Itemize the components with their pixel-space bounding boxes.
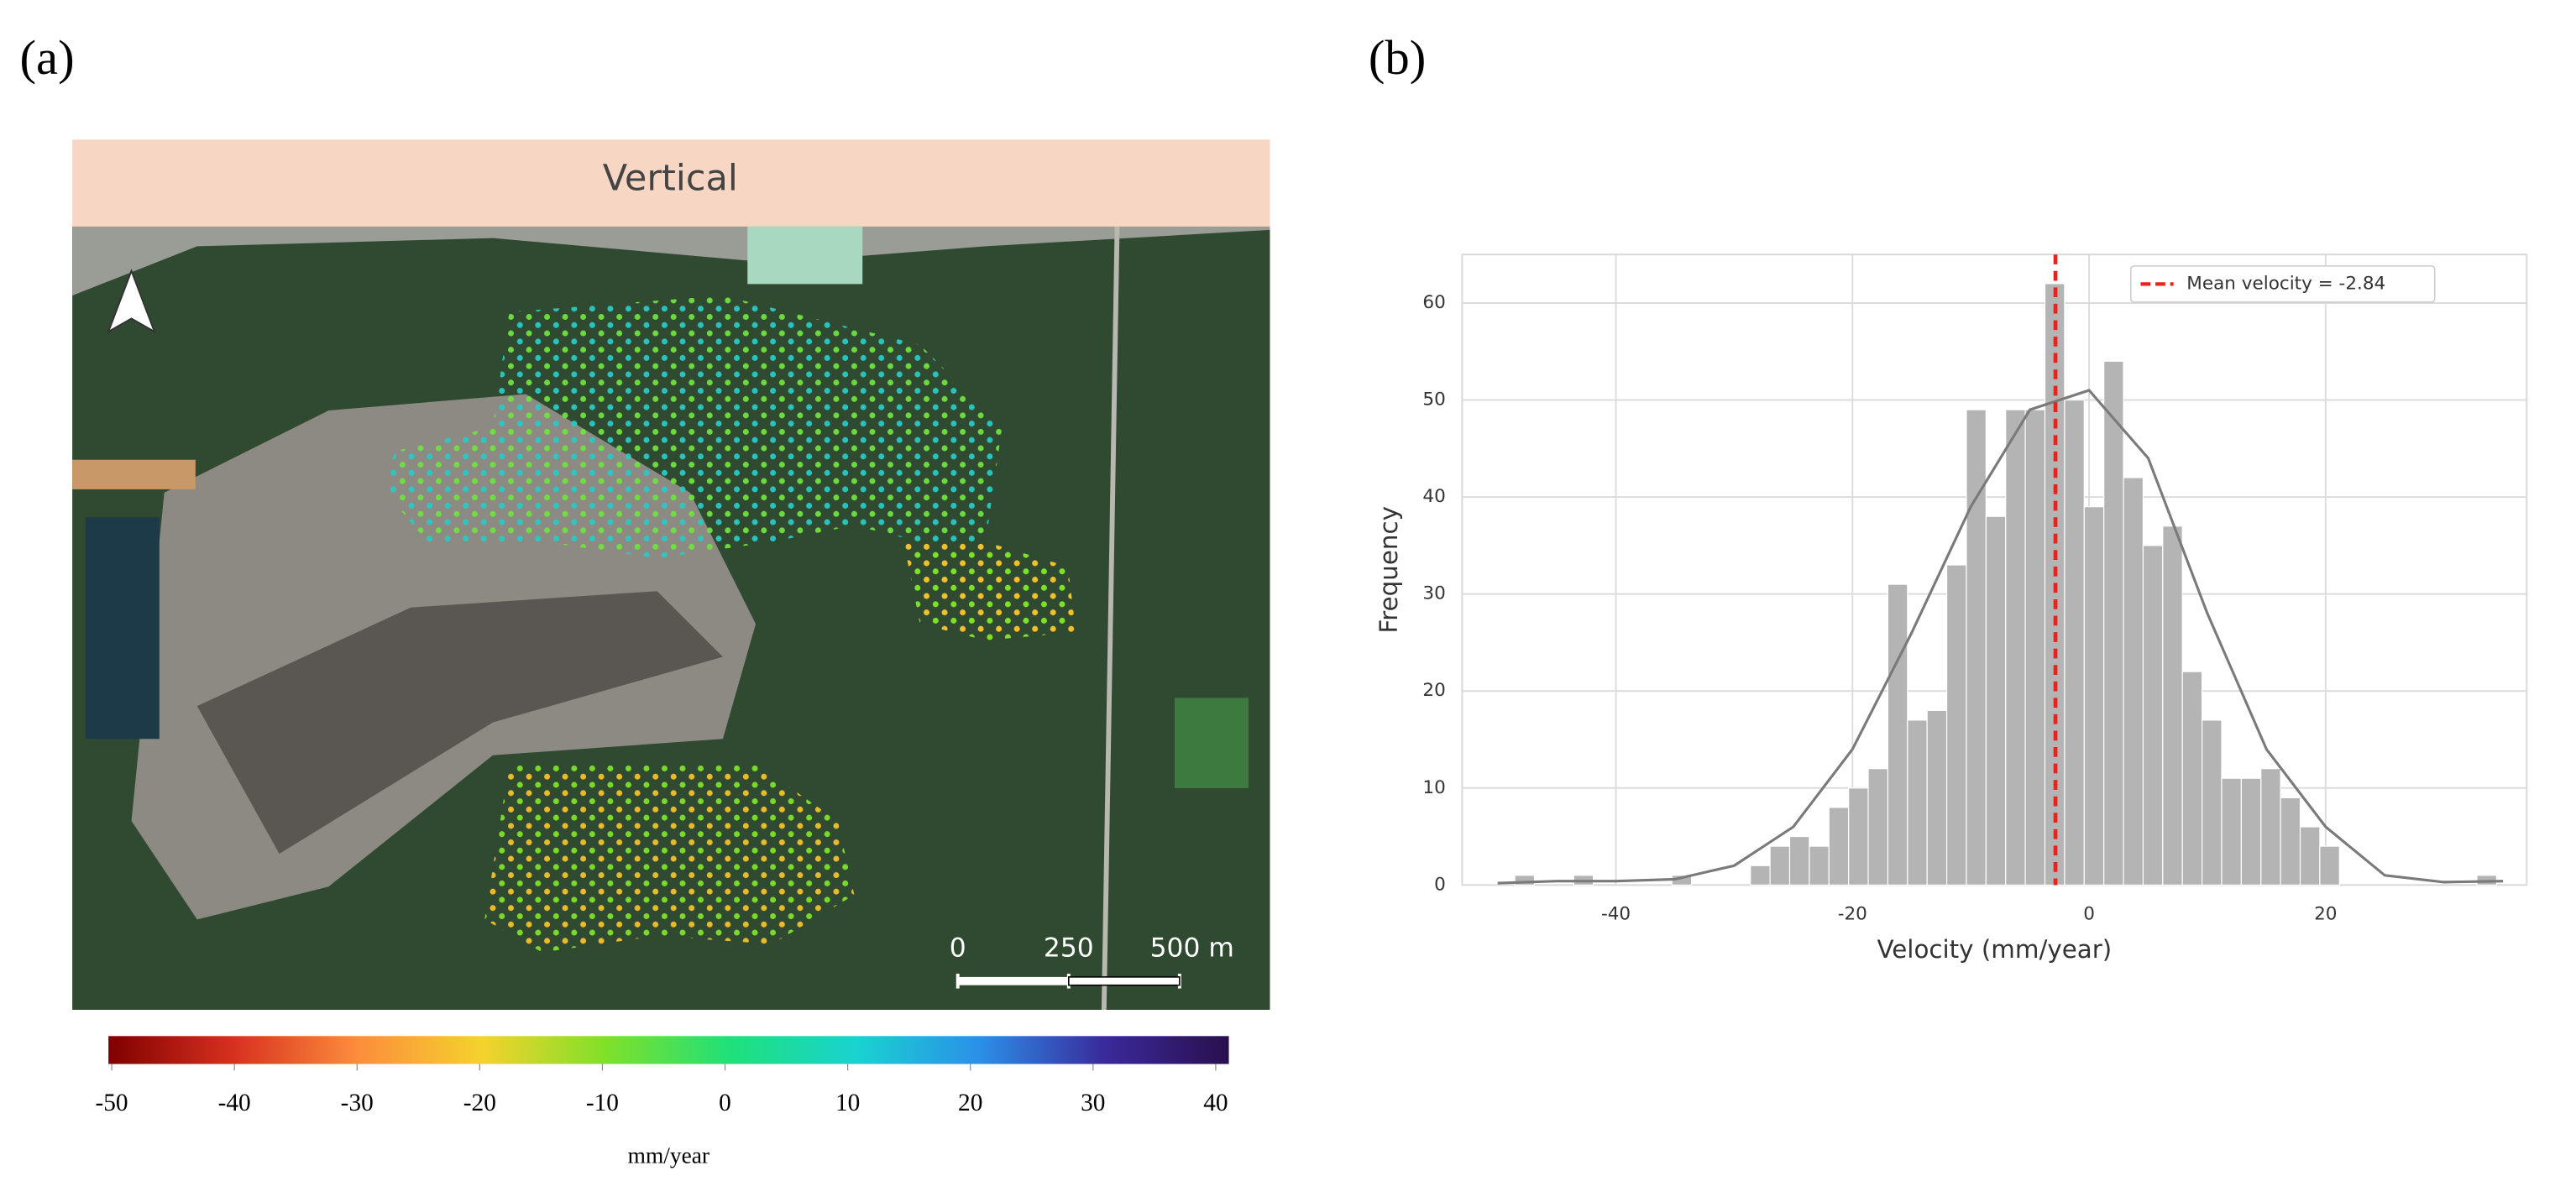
x-tick-label: 20: [2314, 904, 2337, 925]
colorbar-tick-label: 20: [958, 1090, 982, 1116]
bar: [2280, 797, 2301, 886]
y-tick-label: 60: [1422, 292, 1445, 313]
bar: [1907, 719, 1928, 886]
bar: [2260, 768, 2281, 886]
bar: [2103, 360, 2124, 886]
bar: [2202, 719, 2223, 886]
scale-label: 0: [950, 933, 966, 964]
y-tick-label: 20: [1422, 680, 1445, 701]
kde-curve: [1497, 389, 2504, 885]
bar: [1985, 515, 2007, 886]
bar: [1867, 768, 1889, 886]
bar: [1809, 845, 1830, 886]
y-tick-label: 10: [1422, 777, 1445, 798]
legend-box: [2129, 265, 2436, 303]
bar: [2240, 777, 2262, 886]
bar: [2083, 506, 2105, 886]
x-tick-label: 0: [2083, 904, 2095, 925]
y-tick-label: 50: [1422, 389, 1445, 410]
bar: [2064, 399, 2085, 886]
scale-bar: 0 250 500 m: [950, 933, 1234, 989]
colorbar-tick-label: 10: [835, 1090, 860, 1116]
bar: [2319, 845, 2340, 886]
bar: [1750, 865, 1771, 886]
bar: [1945, 564, 1967, 886]
colorbar-tick-label: 0: [719, 1090, 731, 1116]
scale-bar-segment: [1068, 976, 1181, 986]
bar: [1848, 787, 1869, 886]
colorbar-tick-label: -20: [463, 1090, 496, 1116]
bar: [2142, 545, 2164, 886]
satellite-map: [72, 226, 1270, 1011]
bar: [1788, 835, 1810, 886]
bar: [2162, 525, 2183, 886]
colorbar-tick-label: 40: [1203, 1090, 1228, 1116]
y-axis-label: Frequency: [1374, 506, 1403, 633]
colorbar-tick-label: -10: [586, 1090, 619, 1116]
colorbar-tick-label: -40: [218, 1090, 251, 1116]
x-axis-label: Velocity (mm/year): [1877, 935, 2112, 964]
bar: [1828, 807, 1850, 886]
bar: [1769, 845, 1791, 886]
scale-label: 250: [1044, 933, 1094, 964]
bar: [2299, 826, 2321, 886]
y-tick-label: 30: [1422, 583, 1445, 604]
y-tick-label: 0: [1434, 874, 1446, 895]
colorbar-tick-label: -30: [341, 1090, 374, 1116]
bar: [2024, 409, 2046, 886]
panel-label: (b): [1369, 30, 1426, 85]
bar: [1887, 583, 1908, 886]
y-tick-label: 40: [1422, 486, 1445, 507]
panel-label: (a): [19, 30, 74, 85]
map-title: Vertical: [603, 158, 738, 200]
colorbar-label: mm/year: [628, 1142, 709, 1168]
colorbar-tick-label: 30: [1081, 1090, 1105, 1116]
bar: [2181, 671, 2203, 886]
scale-label: 500 m: [1150, 933, 1234, 964]
map-header: [72, 139, 1270, 227]
bar: [2123, 477, 2144, 886]
bar: [1514, 875, 1536, 886]
bar: [1926, 709, 1948, 886]
bar: [2221, 777, 2242, 886]
x-tick-label: -20: [1838, 904, 1867, 925]
colorbar: [108, 1036, 1229, 1064]
bar: [2005, 409, 2026, 886]
colorbar-tick-label: -50: [95, 1090, 128, 1116]
legend-label: Mean velocity = -2.84: [2186, 273, 2385, 294]
bar: [1966, 409, 1987, 886]
scale-bar-segment: [957, 976, 1069, 985]
x-tick-label: -40: [1601, 904, 1631, 925]
